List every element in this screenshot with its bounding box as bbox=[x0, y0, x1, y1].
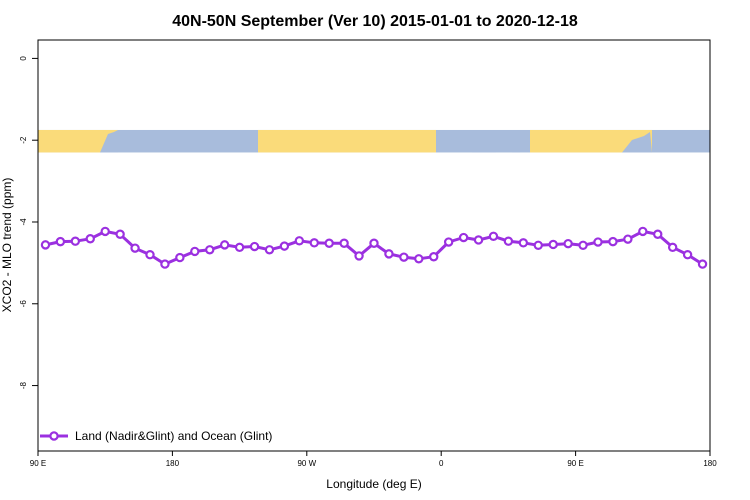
data-point bbox=[100, 226, 110, 237]
data-point bbox=[264, 245, 275, 255]
y-axis: 0 -2 -4 -6 -8 bbox=[19, 56, 38, 389]
data-point bbox=[503, 236, 514, 246]
data-point bbox=[175, 252, 185, 263]
data-point bbox=[294, 236, 305, 246]
land-region bbox=[38, 129, 118, 153]
water-region bbox=[118, 129, 124, 153]
data-point bbox=[667, 242, 678, 253]
data-point bbox=[309, 238, 319, 248]
data-point bbox=[339, 238, 349, 248]
data-point bbox=[443, 237, 454, 247]
data-point bbox=[190, 246, 200, 257]
data-point bbox=[458, 232, 469, 243]
y-tick-label: 0 bbox=[19, 56, 28, 61]
data-point bbox=[473, 235, 484, 245]
x-tick-label: 180 bbox=[703, 459, 717, 468]
water-region bbox=[472, 139, 496, 153]
y-axis-label: XCO2 - MLO trend (ppm) bbox=[0, 178, 14, 313]
series-layer bbox=[40, 226, 708, 269]
data-point bbox=[205, 245, 215, 255]
data-point bbox=[130, 243, 140, 253]
x-axis: 90 E 180 90 W 0 90 E 180 bbox=[30, 451, 717, 468]
water-region bbox=[100, 129, 118, 153]
x-tick-label: 180 bbox=[166, 459, 180, 468]
x-tick-label: 0 bbox=[439, 459, 444, 468]
y-tick-label: -8 bbox=[19, 381, 28, 389]
land-ocean-strip bbox=[38, 129, 710, 153]
data-point bbox=[682, 250, 693, 260]
x-axis-label: Longitude (deg E) bbox=[326, 477, 421, 491]
data-point bbox=[548, 239, 558, 250]
plot-frame bbox=[37, 39, 711, 452]
data-point bbox=[249, 241, 260, 252]
data-point bbox=[384, 249, 394, 259]
data-point bbox=[578, 240, 588, 250]
data-point bbox=[115, 229, 125, 239]
data-point bbox=[369, 238, 379, 248]
chart-title: 40N-50N September (Ver 10) 2015-01-01 to… bbox=[172, 13, 578, 30]
y-tick-label: -2 bbox=[19, 136, 28, 144]
data-point bbox=[399, 252, 409, 262]
data-point bbox=[533, 240, 543, 250]
data-point bbox=[429, 252, 439, 262]
data-point bbox=[354, 251, 364, 261]
land-region bbox=[530, 129, 652, 153]
y-tick-label: -6 bbox=[19, 300, 28, 308]
data-point bbox=[234, 242, 245, 253]
data-point bbox=[70, 236, 81, 246]
data-point bbox=[488, 231, 499, 241]
data-point bbox=[85, 234, 95, 244]
x-tick-label: 90 E bbox=[567, 459, 583, 468]
data-point bbox=[697, 259, 708, 269]
water-region bbox=[436, 129, 458, 153]
data-point bbox=[324, 238, 334, 248]
data-point bbox=[145, 250, 155, 260]
data-point bbox=[40, 240, 51, 250]
water-region bbox=[622, 131, 652, 153]
data-point bbox=[160, 259, 170, 269]
y-tick-label: -4 bbox=[19, 218, 28, 226]
water-region bbox=[510, 129, 522, 153]
data-point bbox=[55, 236, 66, 247]
data-point bbox=[563, 238, 573, 249]
data-point bbox=[518, 238, 529, 248]
legend-marker bbox=[49, 431, 59, 441]
legend: Land (Nadir&Glint) and Ocean (Glint) bbox=[40, 429, 272, 443]
data-point bbox=[279, 241, 290, 251]
legend-label: Land (Nadir&Glint) and Ocean (Glint) bbox=[75, 429, 272, 443]
data-point bbox=[593, 237, 603, 247]
x-tick-label: 90 E bbox=[30, 459, 46, 468]
data-point bbox=[219, 240, 230, 250]
land-region bbox=[258, 129, 436, 153]
data-point bbox=[638, 226, 648, 237]
data-point bbox=[414, 254, 424, 264]
x-tick-label: 90 W bbox=[297, 459, 316, 468]
data-point bbox=[608, 236, 618, 247]
data-point bbox=[653, 229, 663, 239]
data-point bbox=[623, 234, 633, 244]
